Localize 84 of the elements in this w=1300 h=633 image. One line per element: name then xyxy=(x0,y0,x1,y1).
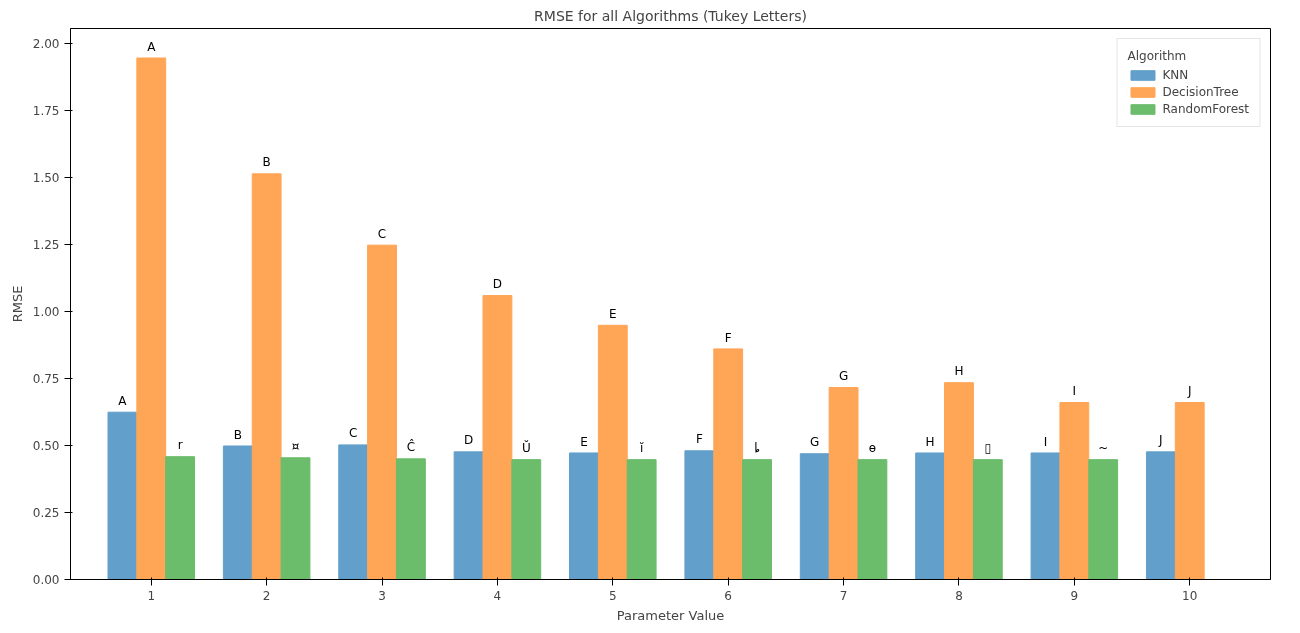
data-label: C xyxy=(377,226,387,241)
y-tick-label: 0.50 xyxy=(32,438,60,453)
bar xyxy=(597,324,628,580)
bar xyxy=(1145,451,1176,580)
y-tick-label: 1.75 xyxy=(32,103,60,118)
data-label: ȴ xyxy=(754,441,761,456)
y-axis-title: RMSE xyxy=(9,285,25,323)
bar xyxy=(165,456,196,580)
y-tick-label: 0.00 xyxy=(32,573,60,587)
data-label: ĭ xyxy=(638,441,644,456)
bar xyxy=(280,457,311,580)
x-tick-label: 10 xyxy=(1182,588,1198,603)
bar xyxy=(107,411,138,580)
x-tick-label: 2 xyxy=(262,588,271,603)
data-label: E xyxy=(609,306,617,321)
data-label: J xyxy=(1158,433,1163,448)
data-label: C xyxy=(349,426,358,441)
bar xyxy=(395,458,426,580)
legend-title: Algorithm xyxy=(1127,49,1188,63)
bar xyxy=(972,459,1003,580)
bar xyxy=(944,382,974,580)
x-tick-label: 7 xyxy=(839,588,848,603)
y-tick-label: 1.25 xyxy=(32,237,60,252)
bar xyxy=(1059,402,1090,580)
data-label: D xyxy=(492,277,503,292)
bar xyxy=(828,387,859,580)
y-tick-label: 0.25 xyxy=(32,505,60,520)
bar xyxy=(367,244,397,580)
y-tick-label: 0.75 xyxy=(32,371,60,386)
bar xyxy=(338,444,369,580)
bar xyxy=(222,445,253,580)
x-tick-label: 1 xyxy=(147,588,156,603)
data-label: ¤ xyxy=(291,439,300,454)
bar xyxy=(136,57,167,580)
bar xyxy=(251,173,282,580)
data-label: I xyxy=(1072,384,1077,399)
bar xyxy=(1030,452,1061,580)
bar xyxy=(684,450,715,580)
x-tick-label: 4 xyxy=(493,588,502,603)
bar xyxy=(799,453,830,580)
data-label: G xyxy=(810,435,820,450)
data-label: D xyxy=(463,433,474,448)
data-label: A xyxy=(147,39,157,54)
bar xyxy=(1174,402,1205,580)
x-tick-label: 5 xyxy=(608,588,617,603)
data-label: Ŭ xyxy=(521,440,531,456)
x-tick-label: 9 xyxy=(1070,588,1079,603)
legend-label: DecisionTree xyxy=(1162,85,1239,99)
bar xyxy=(453,451,484,580)
x-tick-label: 8 xyxy=(955,588,963,603)
bar xyxy=(713,348,744,580)
data-label: Ĉ xyxy=(406,439,416,455)
data-label: F xyxy=(695,432,703,447)
legend-label: KNN xyxy=(1162,68,1189,82)
data-label: ~ xyxy=(1098,441,1109,456)
bar xyxy=(569,452,599,580)
bar xyxy=(626,459,657,580)
legend-label: RandomForest xyxy=(1162,102,1249,116)
data-label: ▯ xyxy=(984,441,992,456)
y-tick-label: 1.50 xyxy=(32,170,60,185)
data-label: A xyxy=(118,393,128,408)
data-label: H xyxy=(954,364,964,379)
data-label: ɵ xyxy=(868,441,877,456)
x-tick-label: 6 xyxy=(724,588,733,603)
data-label: I xyxy=(1043,434,1048,449)
data-label: E xyxy=(580,434,588,449)
data-label: H xyxy=(925,434,935,449)
data-label: r xyxy=(177,438,183,453)
bar xyxy=(511,459,542,580)
bar xyxy=(915,452,946,580)
data-label: J xyxy=(1186,384,1192,399)
data-label: B xyxy=(262,155,271,170)
bar xyxy=(742,459,772,580)
bar xyxy=(857,459,888,580)
y-tick-label: 2.00 xyxy=(32,36,60,51)
data-label: B xyxy=(233,427,242,442)
bar xyxy=(1088,459,1119,580)
data-label: G xyxy=(838,369,849,384)
y-tick-label: 1.00 xyxy=(32,304,60,319)
bar xyxy=(482,295,513,580)
chart-title: RMSE for all Algorithms (Tukey Letters) xyxy=(534,7,807,24)
x-tick-label: 3 xyxy=(378,588,386,603)
x-axis-title: Parameter Value xyxy=(616,607,725,623)
data-label: F xyxy=(724,330,732,345)
